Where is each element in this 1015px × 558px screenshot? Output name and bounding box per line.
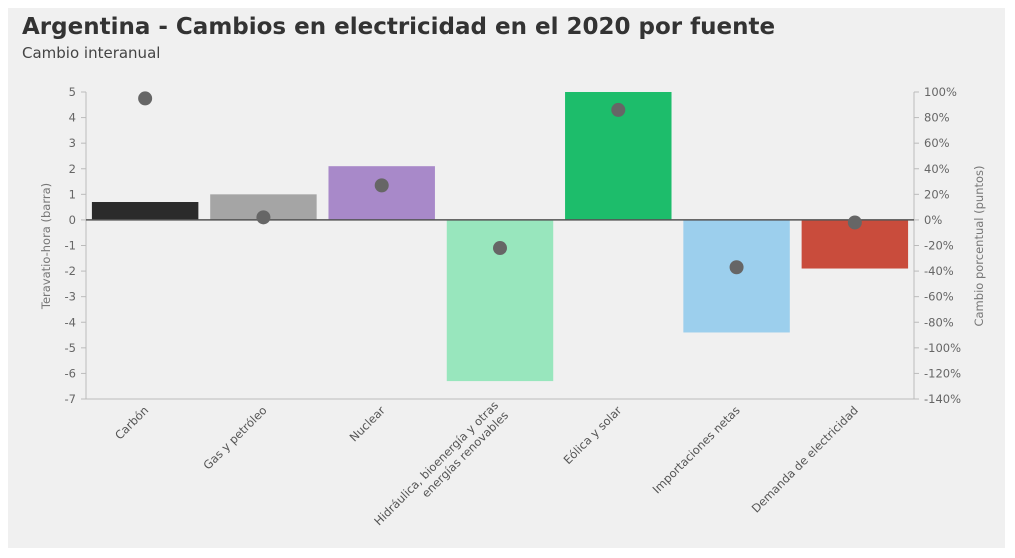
- bar: [683, 219, 790, 333]
- left-tick-label: -5: [65, 341, 76, 355]
- chart-subtitle: Cambio interanual: [22, 44, 161, 62]
- category-label: Demanda de electricidad: [749, 403, 861, 515]
- data-point: [138, 91, 153, 106]
- right-tick-label: 100%: [924, 85, 957, 99]
- data-point: [847, 215, 862, 230]
- right-tick-label: -100%: [924, 341, 961, 355]
- left-tick-label: -3: [65, 290, 76, 304]
- left-tick-label: -2: [65, 264, 76, 278]
- category-label: Carbón: [112, 403, 151, 442]
- right-tick-label: -60%: [924, 290, 954, 304]
- left-tick-label: 4: [69, 111, 76, 125]
- left-tick-label: 1: [69, 187, 76, 201]
- y2-axis-title: Cambio porcentual (puntos): [972, 165, 986, 326]
- data-point: [374, 178, 389, 193]
- category-label-line: Hidráulica, bioenergía y otras: [371, 398, 501, 528]
- right-tick-label: -40%: [924, 264, 954, 278]
- category-label-line: Importaciones netas: [650, 403, 743, 496]
- data-point: [493, 241, 507, 256]
- right-tick-label: 20%: [924, 187, 950, 201]
- left-tick-label: 5: [69, 85, 76, 99]
- category-label: Importaciones netas: [650, 403, 743, 496]
- left-tick-label: -4: [65, 315, 76, 329]
- right-tick-label: 60%: [924, 136, 950, 150]
- left-tick-label: -6: [65, 366, 76, 380]
- right-tick-label: -120%: [924, 366, 961, 380]
- bar: [328, 166, 435, 220]
- left-tick-label: 0: [69, 213, 76, 227]
- right-tick-label: -20%: [924, 239, 954, 253]
- left-tick-label: -7: [65, 392, 76, 406]
- right-tick-group: 100% 80% 60% 40% 20% 0% -20% -40% -60% -80% -100% -…: [914, 85, 961, 406]
- right-tick-label: -80%: [924, 315, 954, 329]
- category-label-line: Demanda de electricidad: [749, 403, 861, 515]
- category-label: Eólica y solar: [561, 403, 625, 467]
- category-label-line: Gas y petróleo: [200, 403, 269, 472]
- data-point: [256, 210, 271, 225]
- category-label-line: energías renovables: [419, 408, 511, 500]
- category-label-line: Eólica y solar: [561, 403, 625, 467]
- right-tick-label: -140%: [924, 392, 961, 406]
- y-axis-title: Teravatio-hora (barra): [39, 183, 53, 310]
- points-group: [138, 91, 862, 275]
- left-tick-group: 5 4 3 2 1 0 -1 -2 -3 -4 -5 -6 -7: [65, 85, 86, 406]
- right-tick-label: 0%: [924, 213, 942, 227]
- right-tick-label: 40%: [924, 162, 950, 176]
- category-label-line: Nuclear: [347, 403, 388, 444]
- left-tick-label: 2: [69, 162, 76, 176]
- category-label-line: Carbón: [112, 403, 151, 442]
- bars-group: [91, 92, 909, 382]
- bar: [91, 202, 199, 220]
- left-tick-label: 3: [69, 136, 76, 150]
- right-tick-label: 80%: [924, 111, 950, 125]
- left-tick-label: -1: [65, 239, 76, 253]
- data-point: [729, 260, 744, 275]
- category-label: Hidráulica, bioenergía y otrasenergías r…: [371, 398, 511, 538]
- data-point: [611, 102, 626, 117]
- category-label: Nuclear: [347, 403, 388, 444]
- chart-title: Argentina - Cambios en electricidad en e…: [22, 14, 776, 40]
- category-label: Gas y petróleo: [200, 403, 269, 472]
